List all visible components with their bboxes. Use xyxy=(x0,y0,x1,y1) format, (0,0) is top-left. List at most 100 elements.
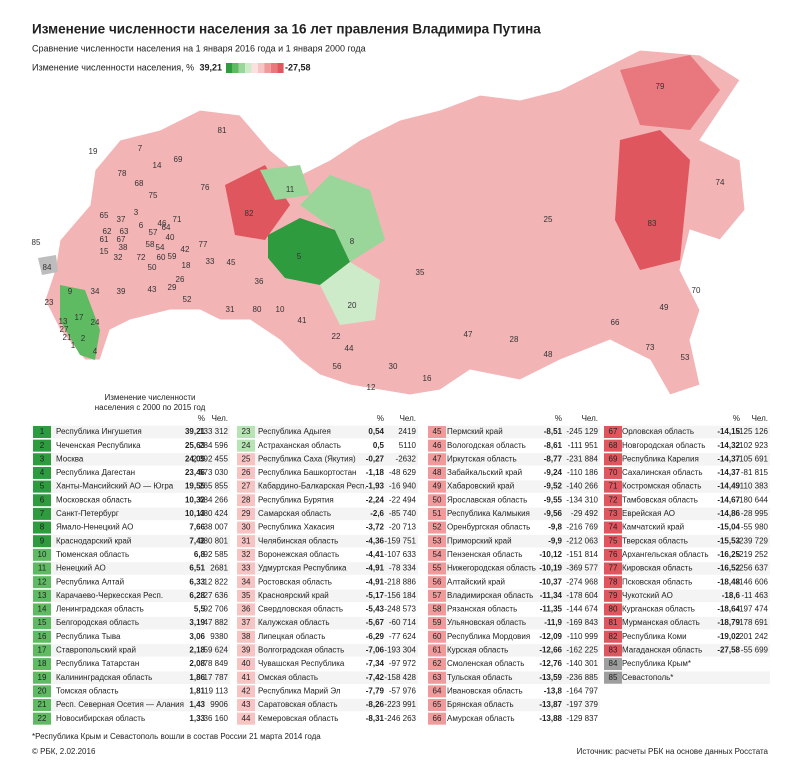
region-name: Кабардино-Балкарская Респ. xyxy=(258,482,367,491)
pct-change: 6,33 xyxy=(189,577,205,586)
region-badge xyxy=(428,507,446,520)
region-badge xyxy=(33,630,51,643)
region-id: 40 xyxy=(242,659,251,668)
abs-change: -29 492 xyxy=(571,509,599,518)
row-bg xyxy=(237,466,418,480)
abs-change: -85 740 xyxy=(389,509,417,518)
region-badge xyxy=(604,603,622,616)
pct-change: -7,34 xyxy=(366,659,385,668)
col-header-abs: Чел. xyxy=(752,414,768,423)
pct-change: -4,41 xyxy=(366,550,385,559)
abs-change: -248 573 xyxy=(384,605,416,614)
row-bg xyxy=(604,644,770,657)
region-number: 48 xyxy=(544,350,553,359)
region-name: Ставропольский край xyxy=(56,646,136,655)
pct-change: -11,9 xyxy=(544,618,562,627)
legend-swatch xyxy=(264,63,271,73)
pct-change: 39,21 xyxy=(185,427,206,436)
abs-change: -219 252 xyxy=(736,550,768,559)
abs-change: 19 113 xyxy=(204,686,228,695)
region-badge xyxy=(237,453,255,466)
region-number: 37 xyxy=(117,215,126,224)
region-name: Республика Крым* xyxy=(622,659,691,668)
pct-change: -14,37 xyxy=(717,468,740,477)
region-id: 66 xyxy=(433,714,442,723)
pct-change: 6,51 xyxy=(189,564,205,573)
region-number: 8 xyxy=(350,237,355,246)
region-id: 50 xyxy=(433,495,442,504)
region-name: Республика Калмыкия xyxy=(447,509,530,518)
pct-change: -16,25 xyxy=(717,550,740,559)
region-name: Новгородская область xyxy=(622,441,705,450)
region-badge xyxy=(604,658,622,671)
pct-change: 2,08 xyxy=(189,659,205,668)
pct-change: -4,91 xyxy=(366,564,385,573)
region-badge xyxy=(428,617,446,630)
pct-change: -13,87 xyxy=(539,700,562,709)
pct-change: -8,31 xyxy=(366,714,385,723)
abs-change: -239 729 xyxy=(736,536,768,545)
pct-change: -4,36 xyxy=(366,536,385,545)
region-id: 54 xyxy=(433,550,442,559)
region-name: Краснодарский край xyxy=(56,536,131,545)
region-name: Костромская область xyxy=(622,482,701,491)
region-id: 80 xyxy=(609,605,618,614)
row-bg xyxy=(237,575,418,589)
region-number: 33 xyxy=(206,257,215,266)
region-id: 29 xyxy=(242,509,251,518)
abs-change: 380 801 xyxy=(199,536,228,545)
abs-change: 36 160 xyxy=(204,714,229,723)
row-bg xyxy=(237,698,418,712)
region-badge xyxy=(237,507,255,520)
pct-change: -14,86 xyxy=(717,509,740,518)
region-badge xyxy=(428,548,446,561)
region-number: 66 xyxy=(611,318,620,327)
abs-change: -125 126 xyxy=(736,427,768,436)
row-bg xyxy=(428,453,600,466)
region-id: 57 xyxy=(433,591,442,600)
region-badge xyxy=(237,480,255,493)
region-id: 13 xyxy=(38,591,47,600)
region-badge xyxy=(428,562,446,575)
table-note: Изменение численности xyxy=(105,393,196,402)
region-id: 78 xyxy=(609,577,618,586)
region-badge xyxy=(33,466,51,479)
region-badge xyxy=(237,589,255,602)
region-badge xyxy=(237,494,255,507)
row-bg xyxy=(237,521,418,534)
region-name: Республика Башкортостан xyxy=(258,468,356,477)
region-name: Ненецкий АО xyxy=(56,564,106,573)
region-badge xyxy=(237,671,255,684)
abs-change: 284 596 xyxy=(199,441,228,450)
region-number: 45 xyxy=(227,258,236,267)
abs-change: -22 494 xyxy=(389,495,417,504)
abs-change: 47 882 xyxy=(204,618,229,627)
abs-change: -55 699 xyxy=(741,646,769,655)
row-bg xyxy=(428,534,600,548)
pct-change: -9,52 xyxy=(544,482,563,491)
region-badge xyxy=(33,494,51,507)
pct-change: 0,5 xyxy=(373,441,385,450)
region-name: Калининградская область xyxy=(56,673,152,682)
region-badge xyxy=(33,658,51,671)
title: Изменение численности населения за 16 ле… xyxy=(32,22,541,37)
region-south xyxy=(60,285,100,360)
legend-swatch xyxy=(270,63,278,73)
pct-change: -7,42 xyxy=(366,673,385,682)
abs-change: -159 751 xyxy=(384,536,416,545)
pct-change: 1,81 xyxy=(189,686,205,695)
region-badge xyxy=(604,439,622,452)
region-name: Тамбовская область xyxy=(622,495,698,504)
region-badge xyxy=(604,617,622,630)
pct-change: -3,72 xyxy=(366,523,385,532)
abs-change: -193 304 xyxy=(384,646,416,655)
pct-change: -18,48 xyxy=(717,577,740,586)
pct-change: -10,19 xyxy=(539,564,562,573)
region-name: Владимирская область xyxy=(447,591,533,600)
region-id: 6 xyxy=(40,495,45,504)
row-bg xyxy=(428,657,600,671)
row-bg xyxy=(237,425,418,439)
row-bg xyxy=(33,480,230,493)
region-number: 34 xyxy=(91,287,100,296)
region-name: Чеченская Республика xyxy=(56,441,141,450)
